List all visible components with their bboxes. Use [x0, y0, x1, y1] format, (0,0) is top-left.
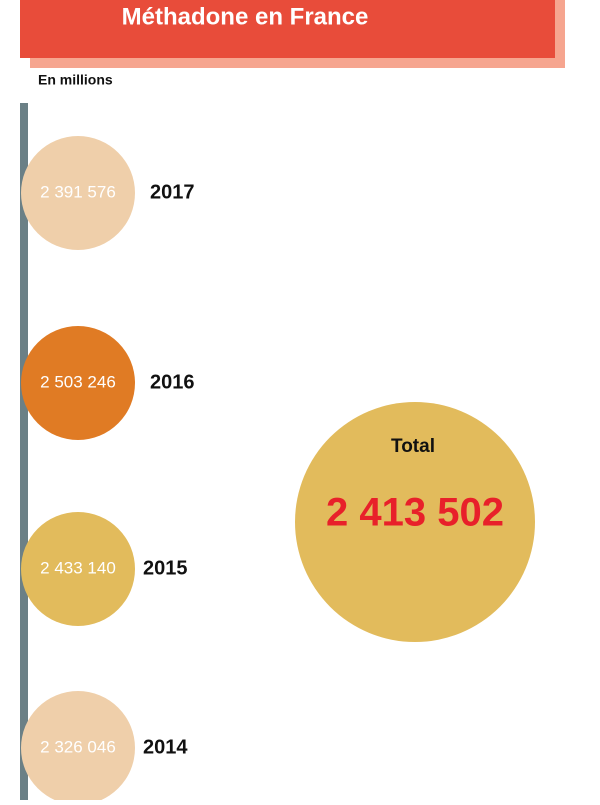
total-label: Total: [391, 436, 435, 457]
unit-label: En millions: [38, 72, 113, 88]
year-circle: [21, 691, 135, 805]
year-label: 2017: [150, 181, 195, 203]
year-value: 2 326 046: [40, 737, 116, 756]
year-circle: [21, 136, 135, 250]
year-circle: [21, 326, 135, 440]
year-value: 2 391 576: [40, 182, 116, 201]
header-title: Méthadone en France: [122, 3, 369, 30]
year-circle: [21, 512, 135, 626]
total-circle: [295, 402, 535, 642]
timeline-bar: [20, 103, 28, 800]
year-value: 2 433 140: [40, 558, 116, 577]
total-value: 2 413 502: [326, 491, 504, 535]
year-value: 2 503 246: [40, 372, 116, 391]
year-label: 2015: [143, 557, 188, 579]
year-label: 2014: [143, 736, 188, 758]
header-banner: [20, 0, 555, 58]
timeline-items: 2 391 576 2017 2 503 246 2016 2 433 140 2015 2…: [21, 136, 195, 805]
year-label: 2016: [150, 371, 195, 393]
